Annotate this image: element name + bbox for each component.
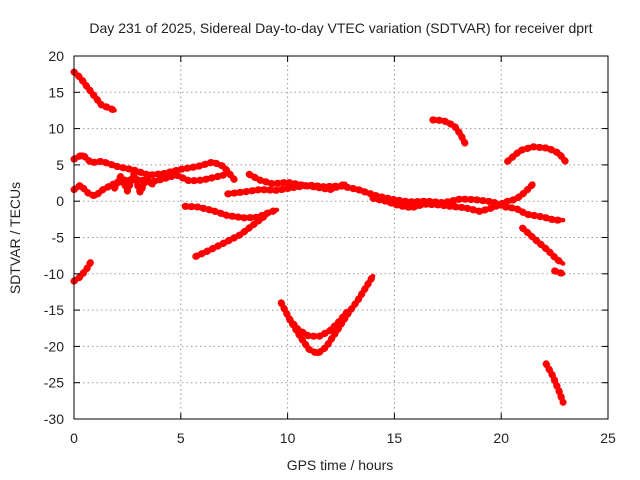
series-arc-negative-v-outer-markers — [277, 272, 377, 358]
series-arc-right-decline-b-markers — [551, 267, 567, 278]
plot-area — [70, 68, 569, 406]
y-tick-label: -5 — [52, 230, 65, 246]
chart-title: Day 231 of 2025, Sidereal Day-to-day VTE… — [89, 20, 592, 36]
y-tick-label: 5 — [56, 157, 64, 173]
y-tick-label: -25 — [44, 375, 64, 391]
series-arc-main-center-markers — [224, 181, 567, 224]
y-tick-label: -30 — [44, 411, 64, 427]
series-arc-neg-left-markers — [70, 258, 95, 285]
series-arc-zigzag-markers — [111, 170, 157, 196]
x-tick-label: 15 — [387, 430, 403, 446]
y-tick-label: 0 — [56, 193, 64, 209]
series-arc-center-upper-markers — [245, 170, 349, 194]
y-tick-label: 15 — [48, 84, 64, 100]
series-arc-far-right-markers — [504, 143, 569, 165]
series-arc-bottom-right-markers — [542, 360, 567, 406]
x-axis-label: GPS time / hours — [287, 457, 394, 473]
x-tick-label: 25 — [600, 430, 616, 446]
x-tick-label: 20 — [493, 430, 509, 446]
y-tick-label: -20 — [44, 338, 64, 354]
series-arc-right-upper-markers — [429, 116, 469, 147]
series-arc-top-left-markers — [70, 68, 119, 114]
series-arc-center-lower-markers — [369, 180, 537, 215]
y-tick-label: 10 — [48, 121, 64, 137]
x-tick-label: 0 — [70, 430, 78, 446]
series-arc-rising-5-9-markers — [192, 211, 270, 260]
y-tick-label: 20 — [48, 48, 64, 64]
axes: 0 5 10 15 20 25 20 15 10 5 0 -5 -10 -15 -20 -25 -30 — [44, 48, 616, 446]
y-tick-label: -10 — [44, 266, 64, 282]
grid — [74, 56, 608, 419]
y-tick-label: -15 — [44, 302, 64, 318]
x-tick-label: 10 — [280, 430, 296, 446]
x-tick-label: 5 — [177, 430, 185, 446]
series-arc-right-decline-a-markers — [519, 224, 567, 268]
y-axis-label: SDTVAR / TECUs — [7, 182, 23, 294]
series-arc-negative-v-inner-markers — [286, 308, 351, 340]
series-arc-upper-band-markers — [70, 151, 238, 183]
